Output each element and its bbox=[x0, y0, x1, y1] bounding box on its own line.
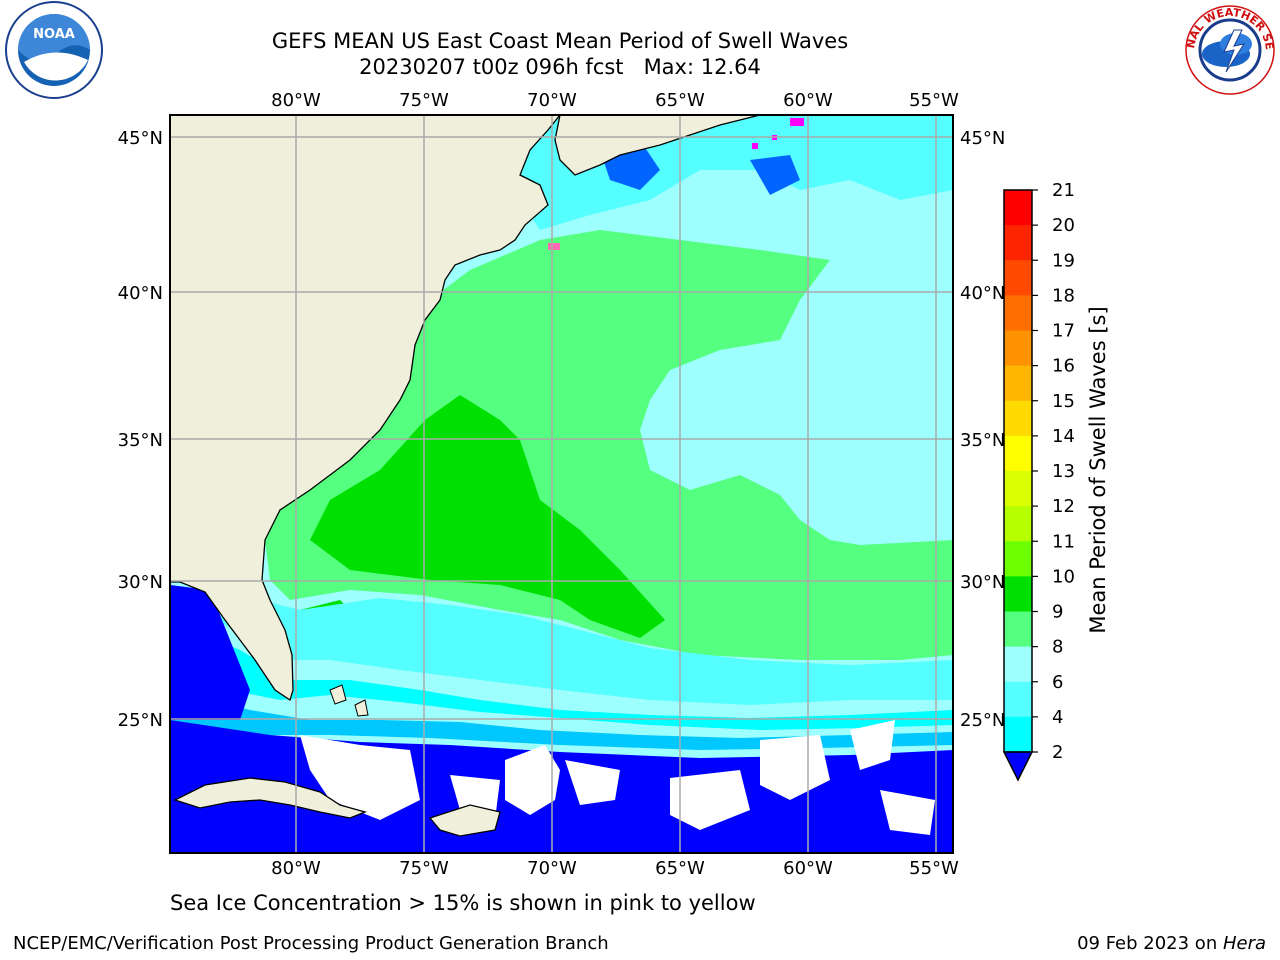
colorbar-tick-label: 15 bbox=[1052, 391, 1075, 412]
lat-label: 45°N bbox=[118, 128, 163, 149]
colorbar-tick-label: 20 bbox=[1052, 215, 1075, 236]
colorbar-segment bbox=[1004, 365, 1032, 402]
colorbar-segment bbox=[1004, 506, 1032, 542]
lon-label: 80°W bbox=[271, 90, 321, 111]
colorbar-tick-label: 19 bbox=[1052, 250, 1075, 271]
lat-label: 25°N bbox=[118, 710, 163, 731]
colorbar-segment bbox=[1004, 330, 1032, 367]
lat-labels-left: 45°N 40°N 35°N 30°N 25°N bbox=[118, 128, 163, 731]
footer-credit: NCEP/EMC/Verification Post Processing Pr… bbox=[13, 933, 609, 954]
colorbar-under-arrow bbox=[1002, 751, 1034, 782]
lon-label: 65°W bbox=[655, 858, 705, 879]
colorbar-segment bbox=[1004, 716, 1032, 753]
colorbar-tick-label: 14 bbox=[1052, 426, 1075, 447]
lat-label: 40°N bbox=[960, 283, 1005, 304]
colorbar-tick-label: 4 bbox=[1052, 707, 1063, 728]
lon-label: 55°W bbox=[909, 858, 959, 879]
colorbar-segment bbox=[1004, 260, 1032, 296]
lat-label: 35°N bbox=[960, 430, 1005, 451]
lon-label: 55°W bbox=[909, 90, 959, 111]
lon-label: 60°W bbox=[783, 90, 833, 111]
swell-period-field bbox=[170, 115, 953, 853]
colorbar-tick-label: 18 bbox=[1052, 285, 1075, 306]
colorbar-label: Mean Period of Swell Waves [s] bbox=[1086, 306, 1110, 633]
colorbar-tick-label: 13 bbox=[1052, 461, 1075, 482]
lat-label: 40°N bbox=[118, 283, 163, 304]
colorbar-segment bbox=[1004, 225, 1032, 261]
lat-label: 35°N bbox=[118, 430, 163, 451]
footer-host: Hera bbox=[1222, 933, 1266, 954]
lat-label: 45°N bbox=[960, 128, 1005, 149]
noaa-logo-text: NOAA bbox=[33, 27, 75, 42]
colorbar-segment bbox=[1004, 541, 1032, 577]
colorbar-tick-label: 9 bbox=[1052, 602, 1063, 623]
colorbar-tick-label: 21 bbox=[1052, 180, 1075, 201]
lon-labels-top: 80°W 75°W 70°W 65°W 60°W 55°W bbox=[271, 90, 959, 111]
map-title: GEFS MEAN US East Coast Mean Period of S… bbox=[271, 29, 849, 53]
lon-label: 70°W bbox=[527, 90, 577, 111]
colorbar-segment bbox=[1004, 435, 1032, 472]
colorbar-tick-label: 17 bbox=[1052, 321, 1075, 342]
colorbar-tick-label: 16 bbox=[1052, 356, 1075, 377]
nws-logo: NATIONAL WEATHER SERVICE bbox=[1176, 0, 1276, 95]
lat-label: 25°N bbox=[960, 710, 1005, 731]
colorbar-segment bbox=[1004, 295, 1032, 331]
lon-label: 75°W bbox=[399, 90, 449, 111]
lon-label: 70°W bbox=[527, 858, 577, 879]
colorbar-segment bbox=[1004, 681, 1032, 718]
lat-labels-right: 45°N 40°N 35°N 30°N 25°N bbox=[960, 128, 1005, 731]
lon-label: 80°W bbox=[271, 858, 321, 879]
lon-label: 75°W bbox=[399, 858, 449, 879]
colorbar-tick-label: 12 bbox=[1052, 496, 1075, 517]
colorbar-tick-label: 2 bbox=[1052, 742, 1063, 763]
lon-label: 65°W bbox=[655, 90, 705, 111]
colorbar-tick-label: 11 bbox=[1052, 531, 1075, 552]
colorbar: 21 20 19 18 17 16 15 14 13 12 11 10 9 8 6 4 2 bbox=[1002, 180, 1075, 782]
lon-label: 60°W bbox=[783, 858, 833, 879]
lat-label: 30°N bbox=[960, 572, 1005, 593]
footer-date: 09 Feb 2023 on Hera bbox=[1077, 933, 1266, 955]
lat-label: 30°N bbox=[118, 572, 163, 593]
lon-labels-bottom: 80°W 75°W 70°W 65°W 60°W 55°W bbox=[271, 858, 959, 879]
colorbar-tick-label: 6 bbox=[1052, 672, 1063, 693]
colorbar-segment bbox=[1004, 190, 1032, 226]
colorbar-tick-label: 8 bbox=[1052, 637, 1063, 658]
colorbar-segment bbox=[1004, 400, 1032, 437]
map-frame bbox=[169, 114, 954, 854]
sea-ice-caption: Sea Ice Concentration > 15% is shown in … bbox=[170, 891, 756, 915]
footer-date-text: 09 Feb 2023 on bbox=[1077, 933, 1223, 954]
noaa-logo: NOAA bbox=[5, 1, 103, 99]
graticule bbox=[170, 115, 953, 853]
colorbar-segment bbox=[1004, 471, 1032, 507]
colorbar-segment bbox=[1004, 646, 1032, 683]
map-subtitle: 20230207 t00z 096h fcst Max: 12.64 bbox=[359, 55, 761, 79]
colorbar-tick-label: 10 bbox=[1052, 566, 1075, 587]
colorbar-segment bbox=[1004, 611, 1032, 648]
colorbar-segment bbox=[1004, 576, 1032, 612]
